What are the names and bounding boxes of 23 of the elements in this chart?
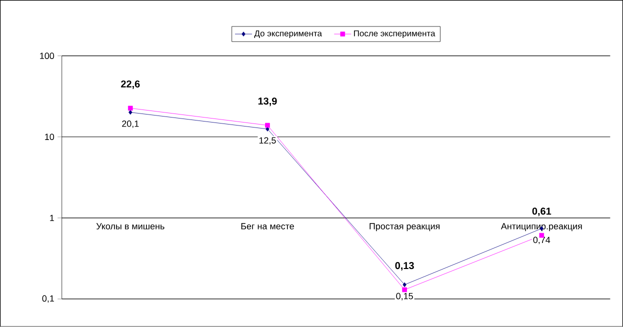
data-label: 0,74 (533, 236, 550, 244)
x-tick-label: Простая реакция (370, 223, 440, 232)
legend-label: До эксперимента (254, 30, 322, 38)
y-tick-label: 10 (45, 134, 54, 140)
point (265, 122, 270, 128)
point (402, 287, 407, 292)
x-tick-label: Бег на месте (241, 223, 294, 230)
data-label: 0,61 (532, 208, 552, 216)
data-label: 12,5 (259, 137, 276, 145)
data-label: 22,6 (121, 80, 140, 90)
point (128, 110, 132, 115)
point (128, 106, 133, 111)
x-tick-label: Антиципир.реакция (500, 223, 582, 232)
x-tick-label: Уколы в мишень (96, 223, 164, 230)
y-tick-label: 0,1 (42, 295, 54, 303)
point (402, 282, 406, 288)
legend-label: После эксперимента (354, 30, 436, 38)
data-label: 13,9 (258, 98, 277, 106)
data-label: 0,15 (396, 293, 413, 300)
data-label: 20,1 (122, 120, 139, 128)
y-tick-label: 1 (50, 214, 54, 222)
data-label: 0,13 (395, 262, 414, 271)
y-tick-label: 100 (40, 52, 54, 60)
